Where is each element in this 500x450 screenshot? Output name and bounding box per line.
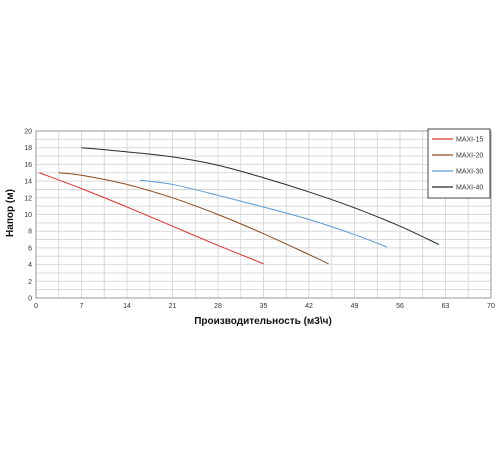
x-tick-label: 14 [123, 303, 131, 310]
y-tick-label: 12 [24, 195, 32, 202]
y-tick-label: 18 [24, 145, 32, 152]
series-line-maxi-30 [139, 179, 388, 248]
y-tick-label: 10 [24, 212, 32, 219]
y-tick-label: 20 [24, 129, 32, 136]
series-line-maxi-15 [39, 172, 264, 265]
series-line-maxi-20 [58, 172, 329, 265]
y-tick-label: 6 [28, 245, 32, 252]
y-tick-labels: 0 2 4 6 8 10 12 14 16 18 20 [24, 129, 32, 303]
y-axis-title: Напор (м) [5, 189, 16, 237]
y-tick-label: 2 [28, 279, 32, 286]
series-line-maxi-40 [81, 147, 440, 246]
x-axis-title: Производительность (м3\ч) [194, 316, 332, 327]
x-tick-label: 28 [214, 303, 222, 310]
legend-label-maxi-40: MAXI-40 [456, 185, 483, 192]
legend-label-maxi-30: MAXI-30 [456, 169, 483, 176]
y-tick-label: 16 [24, 162, 32, 169]
x-tick-label: 63 [442, 303, 450, 310]
grid [35, 130, 492, 299]
y-tick-label: 0 [28, 296, 32, 303]
legend-label-maxi-20: MAXI-20 [456, 153, 483, 160]
y-tick-label: 4 [28, 262, 32, 269]
x-tick-label: 0 [34, 303, 38, 310]
x-tick-label: 49 [351, 303, 359, 310]
x-tick-label: 21 [169, 303, 177, 310]
legend-label-maxi-15: MAXI-15 [456, 137, 483, 144]
y-tick-label: 8 [28, 229, 32, 236]
plot-area-frame [35, 130, 492, 299]
x-tick-label: 42 [305, 303, 313, 310]
x-tick-labels: 0 7 14 21 28 35 42 49 56 63 70 [34, 303, 495, 310]
legend: MAXI-15 MAXI-20 MAXI-30 MAXI-40 [427, 128, 491, 199]
y-tick-label: 14 [24, 179, 32, 186]
x-tick-label: 56 [396, 303, 404, 310]
x-tick-label: 35 [260, 303, 268, 310]
series-lines [39, 147, 440, 265]
x-tick-label: 7 [80, 303, 84, 310]
plot-border [35, 130, 492, 299]
x-tick-label: 70 [487, 303, 495, 310]
